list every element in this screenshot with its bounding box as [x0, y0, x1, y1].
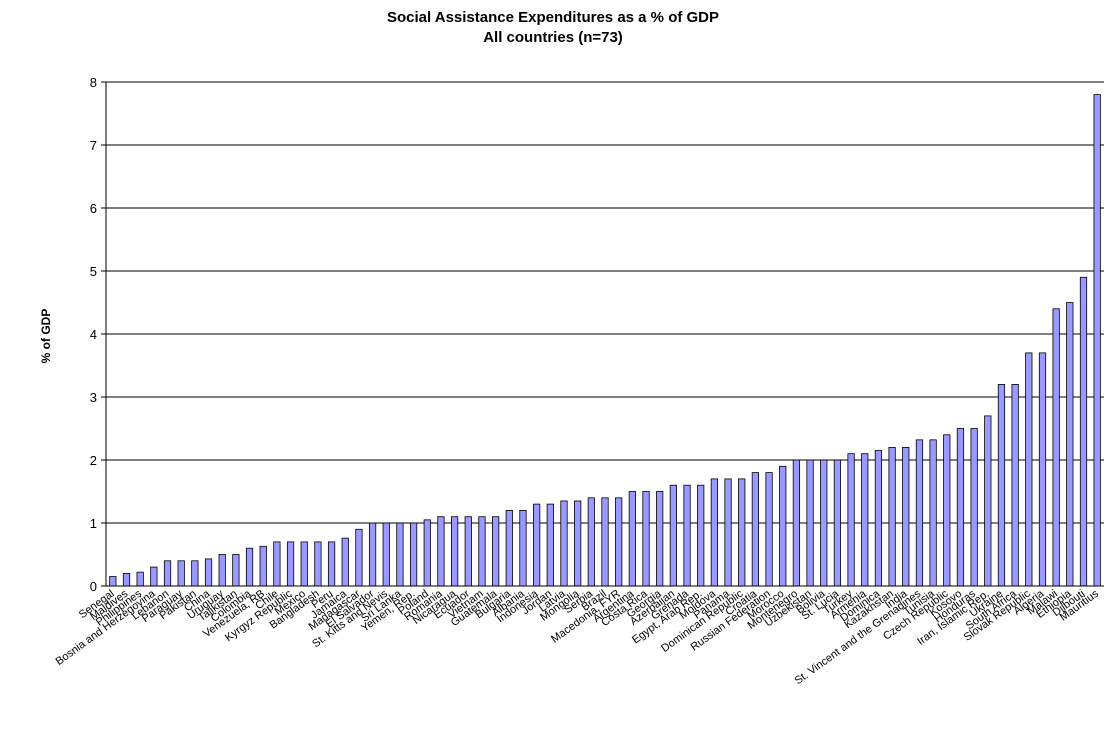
bar [136, 571, 144, 587]
bar [1038, 352, 1047, 587]
bar [327, 541, 336, 587]
bar [997, 383, 1006, 587]
bar [710, 478, 718, 587]
bar [218, 554, 226, 587]
bar [587, 497, 595, 587]
y-tick-label: 4 [90, 327, 97, 342]
bar [792, 459, 801, 587]
bar [820, 459, 828, 587]
y-tick-label: 1 [90, 516, 97, 531]
bar [1052, 308, 1060, 587]
bar [204, 558, 213, 587]
bar [601, 497, 609, 587]
bar [943, 434, 951, 587]
bar [1093, 94, 1101, 587]
bar [355, 528, 363, 587]
bar [1066, 302, 1074, 587]
bar [163, 560, 172, 587]
bar [984, 415, 992, 587]
bar [656, 491, 664, 587]
y-tick-label: 3 [90, 390, 97, 405]
y-tick-label: 2 [90, 453, 97, 468]
y-tick-label: 6 [90, 201, 97, 216]
bar [902, 446, 910, 587]
bar [751, 472, 759, 587]
y-tick-label: 0 [90, 579, 97, 594]
bar [874, 450, 883, 587]
bar [970, 428, 978, 587]
axes [105, 82, 1104, 587]
bar [437, 516, 445, 587]
bar [259, 545, 267, 587]
bar [122, 573, 131, 587]
bar [1025, 352, 1033, 587]
bar [533, 503, 541, 587]
bar [464, 516, 472, 587]
bar [779, 465, 787, 587]
bar [833, 459, 842, 587]
chart-subtitle: All countries (n=73) [483, 29, 623, 46]
bar [451, 516, 459, 587]
bar [368, 522, 377, 587]
bar [286, 541, 295, 587]
bar [861, 453, 869, 587]
y-tick-label: 7 [90, 138, 97, 153]
bar [669, 484, 677, 587]
bar [505, 509, 513, 587]
bar [314, 541, 322, 587]
gridlines [101, 81, 1104, 587]
bar [888, 446, 896, 587]
bar [683, 484, 691, 587]
bar [109, 576, 117, 587]
y-tick-label: 5 [90, 264, 97, 279]
bar [492, 516, 500, 587]
bar [1079, 276, 1088, 587]
bar [177, 560, 185, 587]
bar [765, 472, 773, 587]
bar [382, 522, 390, 587]
bar [1011, 383, 1019, 587]
bar [847, 453, 855, 587]
y-tick-label: 8 [90, 75, 97, 90]
bar [956, 428, 965, 587]
y-tick-labels: 0 1 2 3 4 5 6 7 8 [90, 75, 97, 594]
y-axis-label: % of GDP [39, 309, 53, 364]
bars [109, 94, 1101, 587]
bar [150, 566, 158, 587]
bar [915, 439, 924, 587]
bar [724, 478, 732, 587]
bar [546, 503, 554, 587]
bar [697, 484, 705, 587]
bar [929, 439, 937, 587]
bar [245, 547, 254, 587]
bar [615, 497, 623, 587]
bar [806, 459, 814, 587]
bar [574, 500, 582, 587]
bar [191, 560, 199, 587]
bar [300, 541, 308, 587]
bar [396, 522, 404, 587]
bar [628, 491, 636, 587]
bar [232, 554, 240, 587]
bar [738, 478, 746, 587]
bar [519, 509, 527, 587]
bar [642, 491, 650, 587]
bar [409, 522, 418, 587]
bar [478, 516, 486, 587]
bar [341, 537, 349, 587]
bar [273, 541, 281, 587]
bar [423, 519, 431, 587]
chart-title: Social Assistance Expenditures as a % of… [386, 9, 720, 26]
bar [560, 500, 568, 587]
chart-title-block: Social Assistance Expenditures as a % of… [0, 8, 1106, 48]
